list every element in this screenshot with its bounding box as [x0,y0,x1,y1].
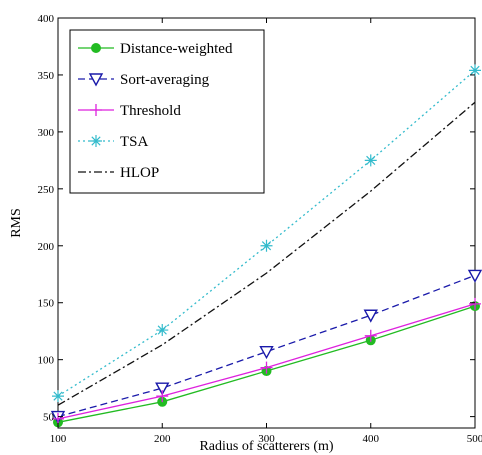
legend: Distance-weighted Sort-averaging Threshold… [69,29,265,194]
legend-box [69,29,265,194]
data-point [469,64,481,77]
y-tick-label: 100 [38,355,55,367]
data-point [260,239,273,252]
y-axis-label: RMS [9,208,24,238]
data-point [52,412,64,425]
legend-item: Threshold [78,103,181,119]
data-point [259,345,274,360]
x-tick-label: 500 [467,433,482,445]
data-point [52,390,64,403]
data-point [156,390,169,403]
x-tick-label: 400 [363,433,380,445]
legend-marker [90,135,102,147]
legend-label: Sort-averaging [120,72,210,88]
data-point [467,269,482,283]
series-sort-averaging [50,269,482,425]
legend-label: Threshold [120,103,181,119]
legend-marker [91,43,101,53]
series-line [57,274,476,418]
y-tick-label: 200 [38,241,55,253]
y-tick-label: 400 [38,13,55,25]
series-line [57,101,476,406]
legend-label: Distance-weighted [120,41,233,57]
legend-item: Sort-averaging [78,72,210,88]
legend-item: TSA [78,134,149,150]
y-tick-label: 50 [43,412,55,424]
y-tick-label: 350 [38,70,55,82]
data-point [155,382,170,396]
x-axis-label: Radius of scatterers (m) [199,439,333,454]
y-tick-label: 250 [38,184,55,196]
x-tick-label: 200 [154,433,171,445]
series-threshold [52,297,481,425]
series-hlop [57,101,476,406]
axis-ticks: 50 100 150 200 250 300 350 400 100 200 300 400 500 [38,13,482,445]
y-tick-label: 150 [38,298,55,310]
legend-marker [90,104,102,116]
legend-item: Distance-weighted [78,41,233,57]
y-tick-label: 300 [38,127,55,139]
legend-label: HLOP [120,165,159,181]
x-tick-label: 300 [258,433,275,445]
data-point [156,324,169,337]
legend-label: TSA [120,134,149,150]
series-tsa [52,64,481,403]
data-point [364,154,377,167]
data-point [363,309,378,323]
data-point [469,297,481,310]
legend-marker [88,73,104,87]
data-point [260,361,273,374]
legend-item: HLOP [78,165,159,181]
x-tick-label: 100 [50,433,67,445]
data-point [364,329,377,342]
